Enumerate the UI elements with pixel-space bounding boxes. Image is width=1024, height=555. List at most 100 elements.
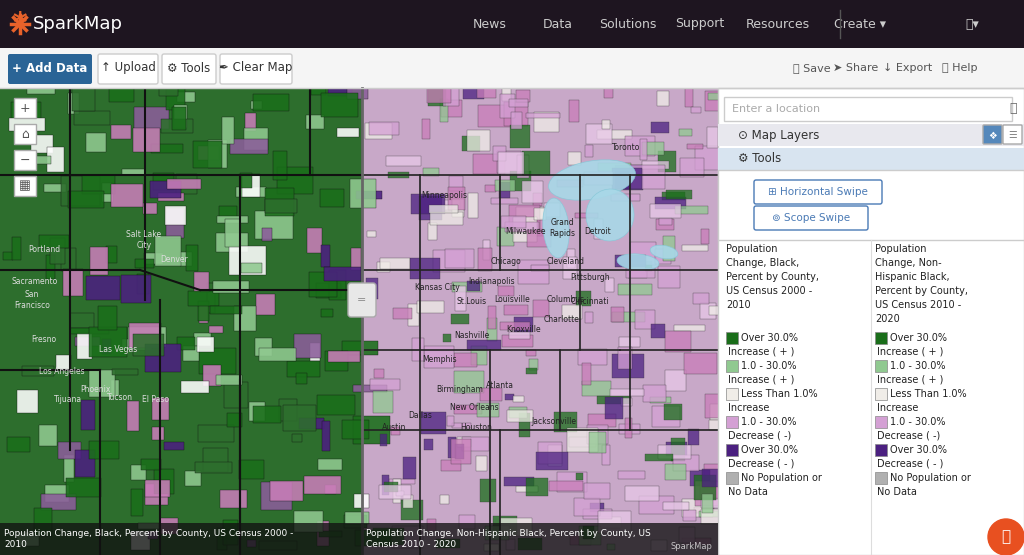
Bar [306,114,325,129]
Bar [362,88,718,555]
Bar [625,135,655,155]
Bar [374,369,384,378]
Text: No Data: No Data [877,487,916,497]
Text: ❓ Help: ❓ Help [942,63,978,73]
Ellipse shape [586,189,634,241]
Bar [216,233,248,251]
Bar [726,444,738,456]
Bar [273,150,287,180]
Bar [513,396,524,402]
Bar [518,538,542,549]
Bar [230,139,268,154]
Bar [161,518,178,534]
Bar [459,515,475,529]
Bar [665,404,682,420]
Bar [665,464,686,480]
Bar [122,339,153,350]
Bar [148,531,158,539]
Bar [188,291,219,306]
Bar [31,157,51,164]
Bar [14,124,36,144]
Bar [605,278,613,292]
Text: Decrease ( - ): Decrease ( - ) [728,459,795,469]
Bar [319,189,344,206]
Bar [708,93,729,100]
Bar [625,486,658,501]
Bar [329,351,360,362]
Bar [694,507,714,513]
Bar [17,390,38,413]
Text: Jacksonville: Jacksonville [531,417,577,426]
Bar [509,332,530,339]
Text: Less Than 1.0%: Less Than 1.0% [741,389,817,399]
Text: ✒ Clear Map: ✒ Clear Map [219,62,293,74]
Bar [355,530,391,546]
Bar [455,405,482,414]
Bar [412,338,424,361]
Bar [468,193,478,218]
Bar [591,503,604,512]
Bar [355,190,382,199]
Bar [34,508,52,536]
Bar [620,337,640,347]
Bar [208,284,215,313]
Text: Less Than 1.0%: Less Than 1.0% [890,389,967,399]
Text: Increase: Increase [877,403,919,413]
Bar [700,482,732,498]
FancyBboxPatch shape [724,97,1012,121]
Bar [102,340,111,354]
Bar [427,518,436,531]
Bar [177,92,196,103]
Bar [562,305,582,319]
Bar [183,346,199,361]
Bar [671,438,685,461]
Bar [112,124,131,139]
Bar [14,150,36,170]
Text: Over 30.0%: Over 30.0% [741,445,798,455]
Bar [502,335,534,347]
Bar [342,420,370,439]
Bar [527,230,551,247]
Text: ⊞ Horizontal Swipe: ⊞ Horizontal Swipe [768,187,868,197]
Bar [588,414,616,427]
Bar [224,382,248,408]
Bar [575,291,592,306]
Bar [874,360,887,372]
Bar [61,176,100,206]
Text: Resources: Resources [745,18,810,31]
Bar [467,281,480,291]
Bar [650,397,671,403]
Bar [380,258,411,269]
Bar [683,510,696,521]
Text: 👤▾: 👤▾ [966,18,979,31]
Bar [687,144,702,149]
Bar [685,85,693,107]
Bar [718,124,1024,146]
Bar [200,305,208,323]
Bar [467,130,490,152]
Bar [70,313,93,329]
Bar [430,212,463,225]
Bar [427,80,451,103]
Bar [726,388,738,400]
Text: Las Vegas: Las Vegas [99,346,137,355]
Bar [456,286,466,311]
Text: 1.0 - 30.0%: 1.0 - 30.0% [890,417,945,427]
Bar [0,88,362,555]
Bar [694,147,725,170]
Bar [692,292,710,304]
Bar [322,245,331,268]
Bar [153,398,169,421]
Bar [86,133,106,152]
Bar [60,248,77,271]
Bar [217,216,248,223]
Bar [402,495,413,507]
Bar [209,326,223,334]
Bar [583,381,611,396]
Bar [573,497,600,516]
Bar [598,511,631,533]
Bar [478,105,513,128]
Bar [443,82,459,107]
Bar [726,360,738,372]
Bar [158,193,183,201]
